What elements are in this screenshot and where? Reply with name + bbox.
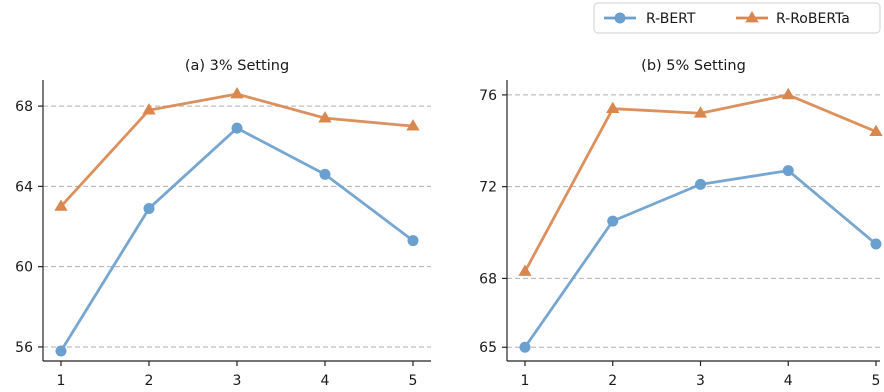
y-tick-label: 60 <box>15 260 33 276</box>
data-point <box>518 264 532 276</box>
series-line <box>59 126 415 353</box>
data-point <box>231 122 243 134</box>
x-tick-label: 3 <box>233 373 242 389</box>
chart-title: (a) 3% Setting <box>185 58 289 74</box>
data-point <box>607 215 619 227</box>
data-point <box>695 178 706 190</box>
y-tick-label: 64 <box>15 179 33 195</box>
data-point <box>407 235 419 247</box>
x-tick-label: 3 <box>696 373 705 389</box>
y-tick-label: 65 <box>479 340 497 356</box>
series-r-bert <box>55 122 419 357</box>
data-point <box>693 106 708 118</box>
series-r-bert <box>519 165 882 353</box>
x-tick-label: 4 <box>784 373 793 389</box>
series-line <box>523 169 878 349</box>
x-tick-label: 5 <box>409 373 418 389</box>
series-line <box>59 92 415 208</box>
legend-marker-triangle <box>745 11 759 23</box>
legend-entry-r-roberta: R-RoBERTa <box>736 11 850 27</box>
data-point <box>142 103 156 115</box>
legend-label: R-RoBERTa <box>776 11 850 27</box>
y-tick-label: 68 <box>479 271 497 287</box>
series-r-roberta <box>518 87 883 276</box>
legend-label: R-BERT <box>646 11 696 27</box>
x-tick-label: 2 <box>145 373 154 389</box>
data-point <box>869 124 883 136</box>
data-point <box>870 238 882 250</box>
data-point <box>54 199 68 211</box>
chart-panel-1: 56 60 64 68 1 2 3 4 5 (a) 3% Setting <box>15 58 431 389</box>
y-tick-label: 56 <box>15 340 33 356</box>
y-tick-label: 68 <box>15 99 33 115</box>
data-point <box>782 165 794 177</box>
data-point <box>406 119 420 131</box>
data-point <box>143 202 155 214</box>
chart-panel-2: 65 68 72 76 1 2 3 4 5 (b) 5% Setting <box>479 58 883 389</box>
legend-marker-circle <box>614 12 626 24</box>
chart-title: (b) 5% Setting <box>641 58 746 74</box>
legend: R-BERT R-RoBERTa <box>593 2 881 34</box>
x-tick-label: 2 <box>608 373 617 389</box>
data-point <box>318 111 332 123</box>
x-tick-label: 1 <box>521 373 530 389</box>
y-tick-label: 72 <box>479 180 497 196</box>
x-tick-label: 5 <box>872 373 881 389</box>
data-point <box>781 87 795 100</box>
data-point <box>606 101 620 114</box>
data-point <box>519 341 531 353</box>
data-point <box>230 87 244 99</box>
data-point <box>55 345 67 357</box>
legend-entry-r-bert: R-BERT <box>604 11 696 27</box>
data-point <box>319 168 331 180</box>
x-tick-label: 1 <box>57 373 66 389</box>
x-tick-label: 4 <box>321 373 330 389</box>
y-tick-label: 76 <box>479 88 497 104</box>
series-r-roberta <box>54 87 420 211</box>
